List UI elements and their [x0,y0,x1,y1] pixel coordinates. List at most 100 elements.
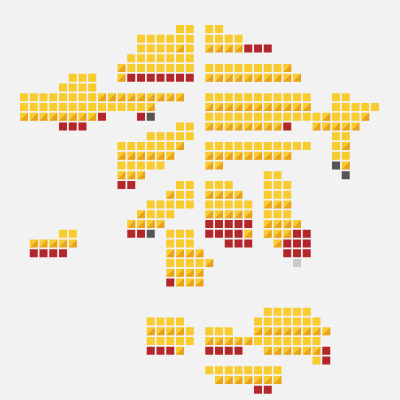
tile [127,93,136,102]
tile-square [127,64,136,72]
tile-square [78,83,87,92]
tile [98,112,106,121]
tile-split [205,122,214,131]
tile-square [351,112,360,121]
tile [156,327,165,336]
tile [205,210,214,219]
tile [98,103,106,111]
tile [263,307,272,316]
tile [224,103,233,111]
tile-split [254,151,262,160]
tile [273,200,282,209]
tile-square [283,239,292,248]
tile-square [156,317,165,326]
tile-split [205,73,214,82]
tile [341,112,350,121]
tile [302,307,311,316]
tile-split [224,122,233,131]
tile [205,112,214,121]
tile-split [224,103,233,111]
tile-square [176,54,184,63]
tile [49,249,58,258]
tile [283,142,292,150]
tile-square [205,64,214,72]
tile-square [302,239,311,248]
tile-square [39,93,48,102]
tile [215,181,223,189]
tile-split [59,239,67,248]
tile-split [263,122,272,131]
tile [146,103,155,111]
tile-split [234,151,243,160]
tile [224,210,233,219]
tile-split [137,220,145,228]
tile [78,83,87,92]
tile-square [224,220,233,228]
tile-split [137,171,145,180]
tile [146,112,155,121]
tile-split [263,73,272,82]
tile-split [273,239,282,248]
tile [254,64,262,72]
tile-square [254,385,262,394]
tile [283,190,292,199]
tile [361,103,370,111]
tile-square [137,64,145,72]
tile [302,327,311,336]
tile [263,44,272,53]
tile-split [234,44,243,53]
tile-square [166,337,175,345]
tile-square [302,229,311,238]
tile-split [205,337,214,345]
tile-square [146,210,155,219]
tile-square [244,220,253,228]
tile-split [205,161,214,170]
tile-square [273,181,282,189]
tile [98,93,106,102]
tile [127,151,136,160]
tile [195,268,204,277]
tile [244,73,253,82]
tile-split [146,151,155,160]
tile [166,93,175,102]
tile [146,161,155,170]
tile-square [146,54,155,63]
tile-square [234,220,243,228]
tile-square [283,249,292,258]
tile [185,229,194,238]
tile [273,64,282,72]
tile-square [224,200,233,209]
tile-split [312,327,321,336]
tile [176,132,184,141]
tile-square [166,346,175,355]
tile [176,64,184,72]
tile-split [234,190,243,199]
tile-split [254,73,262,82]
tile-square [205,142,214,150]
tile-square [224,327,233,336]
tile-square [215,93,223,102]
tile [185,54,194,63]
tile-split [146,103,155,111]
tile [273,122,282,131]
tile [176,200,184,209]
tile-square [244,239,253,248]
tile-split [215,337,223,345]
tile [176,249,184,258]
tile [283,93,292,102]
tile-square [166,54,175,63]
tile-square [302,317,311,326]
tile [185,181,194,189]
tile [68,73,77,82]
tile [215,25,223,33]
tile-square [224,142,233,150]
tile [117,103,126,111]
tile-split [146,327,155,336]
tile [283,346,292,355]
tile [254,122,262,131]
tile [215,366,223,375]
tile-square [156,132,165,141]
tile [127,220,136,228]
tile [215,190,223,199]
tile-square [166,64,175,72]
